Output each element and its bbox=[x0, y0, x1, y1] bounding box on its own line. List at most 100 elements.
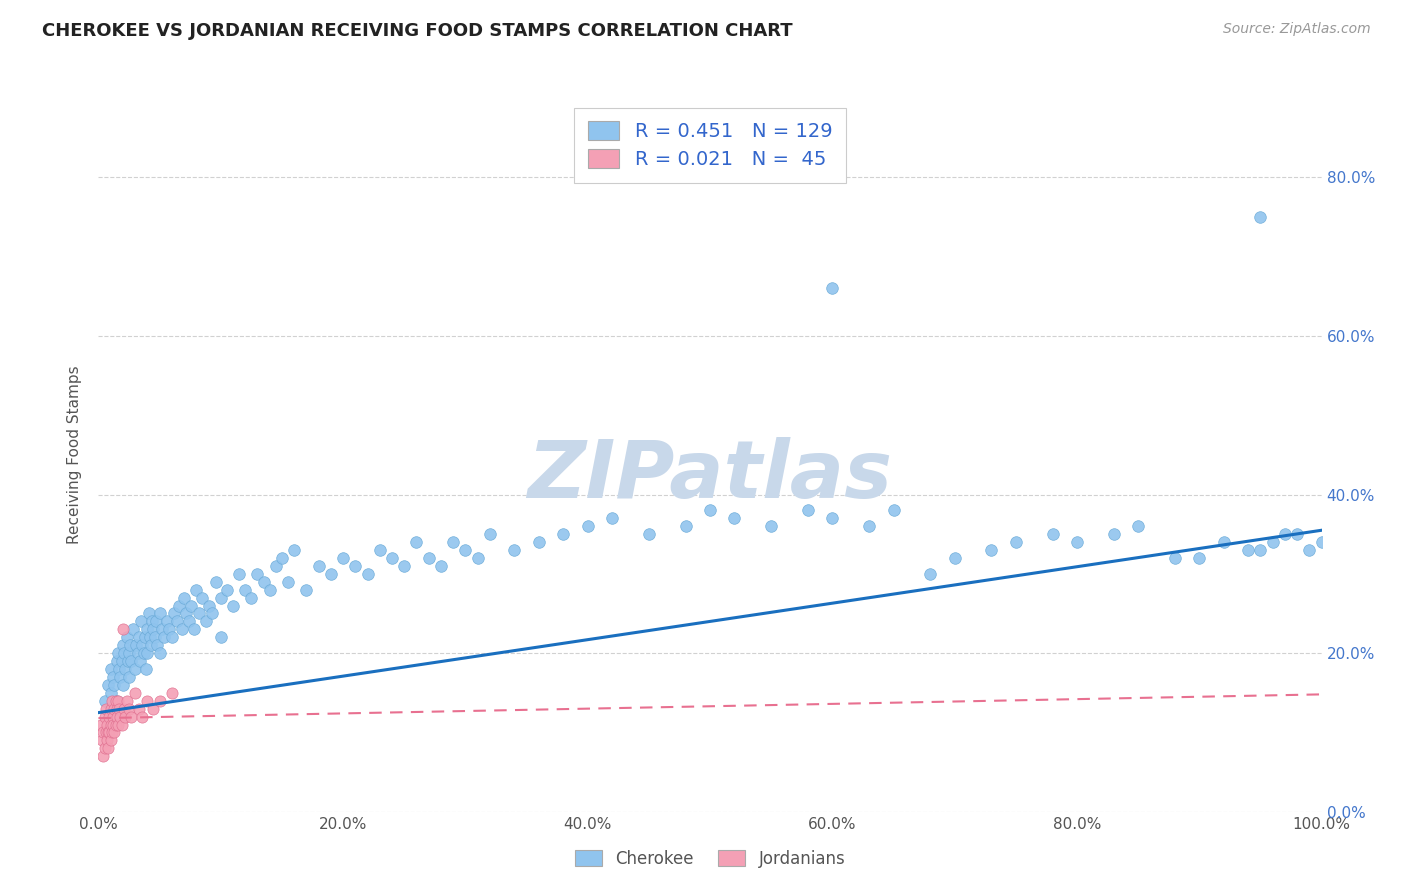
Point bbox=[101, 670, 124, 684]
Point bbox=[103, 725, 125, 739]
Point bbox=[98, 725, 121, 739]
Point bbox=[187, 607, 209, 621]
Point bbox=[201, 607, 224, 621]
Point bbox=[176, 607, 198, 621]
Point bbox=[104, 717, 127, 731]
Point bbox=[1274, 527, 1296, 541]
Point bbox=[111, 623, 134, 637]
Point bbox=[100, 686, 122, 700]
Point bbox=[91, 733, 114, 747]
Point bbox=[104, 694, 127, 708]
Point bbox=[97, 725, 120, 739]
Point bbox=[149, 607, 172, 621]
Point bbox=[93, 709, 115, 723]
Point bbox=[183, 623, 205, 637]
Point bbox=[93, 694, 115, 708]
Point bbox=[240, 591, 263, 605]
Point bbox=[381, 551, 404, 566]
Point bbox=[120, 654, 142, 668]
Point bbox=[110, 709, 132, 723]
Point bbox=[180, 599, 202, 613]
Point bbox=[356, 566, 378, 581]
Point bbox=[100, 662, 122, 676]
Point bbox=[1310, 535, 1333, 549]
Text: ZIPatlas: ZIPatlas bbox=[527, 437, 893, 516]
Point bbox=[105, 701, 128, 715]
Point bbox=[160, 630, 183, 644]
Point bbox=[125, 638, 148, 652]
Point bbox=[100, 733, 122, 747]
Point bbox=[1004, 535, 1026, 549]
Point bbox=[114, 662, 136, 676]
Point bbox=[1249, 210, 1271, 224]
Point bbox=[392, 558, 416, 573]
Point bbox=[209, 591, 232, 605]
Point bbox=[108, 662, 131, 676]
Point bbox=[128, 701, 150, 715]
Point bbox=[150, 623, 173, 637]
Point bbox=[97, 678, 120, 692]
Point bbox=[821, 281, 844, 295]
Point bbox=[117, 654, 139, 668]
Point bbox=[124, 686, 146, 700]
Point bbox=[883, 503, 905, 517]
Point bbox=[308, 558, 330, 573]
Point bbox=[149, 646, 172, 660]
Point bbox=[215, 582, 238, 597]
Point bbox=[167, 599, 190, 613]
Point bbox=[503, 543, 526, 558]
Point bbox=[94, 725, 117, 739]
Point bbox=[91, 725, 114, 739]
Point bbox=[222, 599, 245, 613]
Point bbox=[1298, 543, 1320, 558]
Point bbox=[91, 749, 114, 764]
Point bbox=[118, 670, 141, 684]
Point bbox=[1102, 527, 1125, 541]
Point bbox=[145, 615, 167, 629]
Point bbox=[105, 654, 128, 668]
Point bbox=[135, 662, 157, 676]
Point bbox=[138, 607, 160, 621]
Point bbox=[97, 741, 120, 756]
Point bbox=[136, 623, 159, 637]
Point bbox=[576, 519, 599, 533]
Point bbox=[197, 599, 219, 613]
Point bbox=[132, 646, 155, 660]
Point bbox=[120, 638, 142, 652]
Point bbox=[467, 551, 489, 566]
Point bbox=[90, 717, 112, 731]
Point bbox=[699, 503, 721, 517]
Point bbox=[131, 709, 153, 723]
Point bbox=[129, 615, 152, 629]
Point bbox=[283, 543, 305, 558]
Point bbox=[1188, 551, 1211, 566]
Point bbox=[160, 686, 183, 700]
Point bbox=[134, 630, 156, 644]
Point bbox=[186, 582, 208, 597]
Point bbox=[139, 638, 162, 652]
Point bbox=[270, 551, 294, 566]
Point bbox=[118, 701, 141, 715]
Point bbox=[107, 694, 129, 708]
Point bbox=[114, 709, 136, 723]
Point bbox=[139, 630, 162, 644]
Text: Source: ZipAtlas.com: Source: ZipAtlas.com bbox=[1223, 22, 1371, 37]
Point bbox=[191, 591, 214, 605]
Point bbox=[797, 503, 820, 517]
Legend: Cherokee, Jordanians: Cherokee, Jordanians bbox=[568, 844, 852, 875]
Point bbox=[173, 591, 195, 605]
Point bbox=[105, 709, 128, 723]
Point bbox=[920, 566, 942, 581]
Point bbox=[252, 574, 274, 589]
Point bbox=[723, 511, 745, 525]
Point bbox=[121, 623, 143, 637]
Point bbox=[115, 694, 138, 708]
Point bbox=[454, 543, 477, 558]
Point bbox=[233, 582, 256, 597]
Point bbox=[1237, 543, 1260, 558]
Point bbox=[124, 662, 146, 676]
Point bbox=[430, 558, 453, 573]
Point bbox=[111, 678, 134, 692]
Point bbox=[111, 717, 134, 731]
Point bbox=[1249, 543, 1271, 558]
